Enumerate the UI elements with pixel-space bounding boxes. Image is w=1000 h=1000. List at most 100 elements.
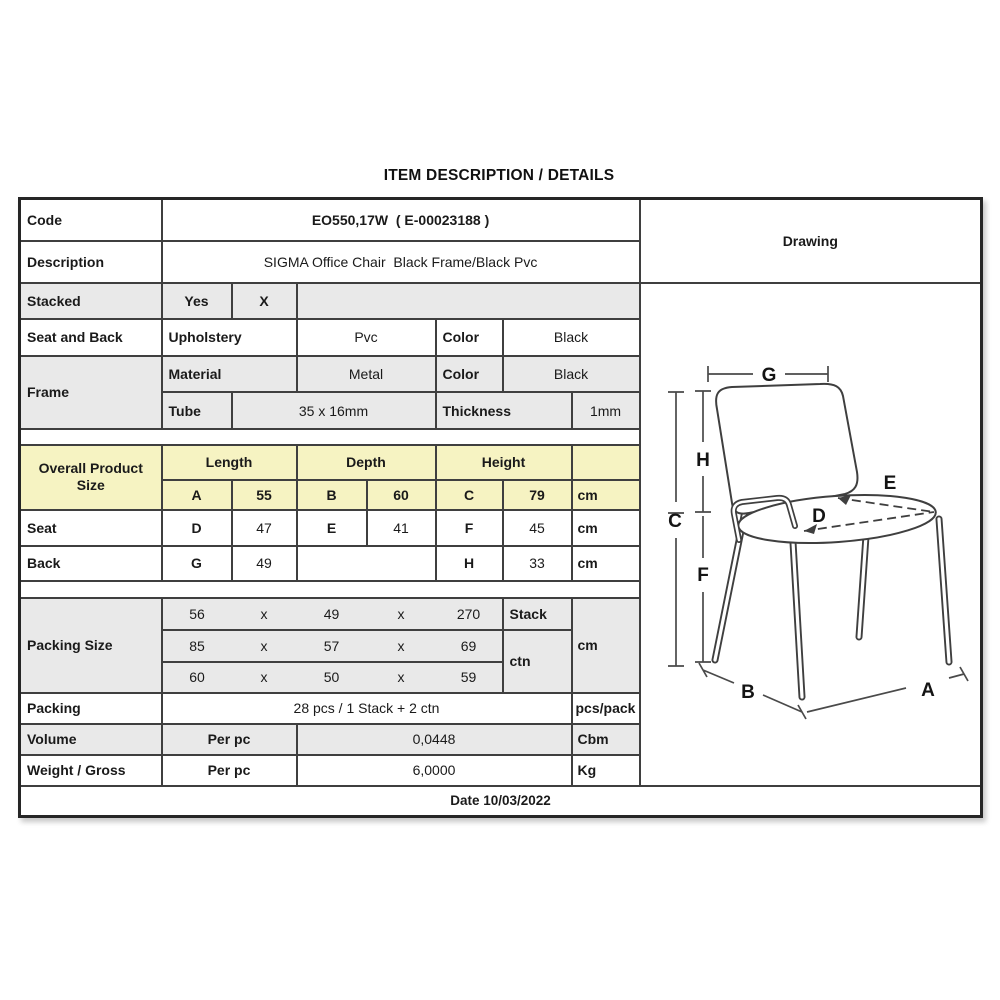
dim-g-value: 49 bbox=[230, 544, 298, 582]
length-header: Length bbox=[160, 444, 298, 481]
dim-label-f: F bbox=[697, 565, 709, 586]
dim-c-letter: C bbox=[434, 478, 504, 511]
dim-label-d: D bbox=[812, 506, 826, 527]
dimension-dashed-lines bbox=[803, 494, 934, 534]
seat-label: Seat bbox=[18, 508, 163, 547]
frame-color-value: Black bbox=[501, 354, 641, 393]
pack1-x1: x bbox=[231, 596, 297, 631]
dim-b-letter: B bbox=[295, 478, 368, 511]
material-label: Material bbox=[160, 354, 298, 393]
overall-size-values-row: A 55 B 60 C 79 cm bbox=[20, 478, 982, 511]
dim-e-value: 41 bbox=[365, 508, 437, 547]
dim-f-value: 45 bbox=[501, 508, 573, 547]
dimension-lines bbox=[667, 365, 969, 719]
back-empty bbox=[295, 544, 437, 582]
pack1-dim3: 270 bbox=[435, 596, 504, 631]
spacer-row bbox=[18, 428, 982, 446]
dim-a-value: 55 bbox=[230, 478, 298, 511]
pack1-dim1: 56 bbox=[160, 596, 232, 631]
pack1-dim2: 49 bbox=[296, 596, 367, 631]
seat-and-back-row: Seat and Back Upholstery Pvc Color Black bbox=[18, 317, 982, 357]
weight-value: 6,0000 bbox=[295, 753, 573, 787]
back-label: Back bbox=[18, 544, 163, 582]
stack-label: Stack bbox=[501, 596, 573, 631]
tube-label: Tube bbox=[160, 391, 233, 430]
seat-back-color-value: Black bbox=[501, 317, 641, 357]
back-row: Back G 49 H 33 cm bbox=[18, 544, 982, 582]
upholstery-label: Upholstery bbox=[160, 317, 298, 357]
frame-tube-row: Tube 35 x 16mm Thickness 1mm bbox=[20, 391, 982, 430]
chair-drawing-cell: G H C F D E B A bbox=[638, 281, 983, 787]
dim-label-c: C bbox=[668, 511, 682, 532]
back-unit: cm bbox=[570, 544, 641, 582]
code-row: Code EO550,17W ( E-00023188 ) Drawing bbox=[18, 197, 983, 284]
weight-row: Weight / Gross Per pc 6,0000 Kg bbox=[18, 753, 982, 787]
drawing-header: Drawing bbox=[638, 197, 983, 284]
dim-label-a: A bbox=[921, 680, 935, 701]
seat-unit: cm bbox=[570, 508, 641, 547]
upholstery-value: Pvc bbox=[295, 317, 437, 357]
stacked-mark: X bbox=[230, 281, 298, 320]
overall-size-label: Overall Product Size bbox=[18, 444, 163, 511]
packing-size-label: Packing Size bbox=[18, 596, 163, 694]
dim-f-letter: F bbox=[434, 508, 504, 547]
stacked-row: Stacked Yes X bbox=[18, 281, 983, 787]
dim-d-letter: D bbox=[160, 508, 233, 547]
pack1-x2: x bbox=[366, 596, 436, 631]
packing-size-row-3: 60 x 50 x 59 bbox=[20, 660, 982, 694]
dim-b-value: 60 bbox=[365, 478, 437, 511]
overall-unit-empty bbox=[570, 444, 641, 481]
chair-drawing: G H C F D E B A bbox=[667, 365, 969, 719]
pack3-x2: x bbox=[366, 660, 436, 694]
weight-label: Weight / Gross bbox=[18, 753, 163, 787]
item-description-table: Code EO550,17W ( E-00023188 ) Drawing De… bbox=[18, 197, 984, 818]
stacked-yes: Yes bbox=[160, 281, 233, 320]
spacer bbox=[18, 579, 641, 599]
pack2-dim3: 69 bbox=[435, 629, 504, 663]
dim-label-h: H bbox=[696, 450, 710, 471]
volume-row: Volume Per pc 0,0448 Cbm bbox=[18, 722, 982, 756]
dim-c-value: 79 bbox=[501, 478, 573, 511]
weight-per-pc: Per pc bbox=[160, 753, 298, 787]
pack2-x2: x bbox=[366, 629, 436, 663]
spacer-row bbox=[18, 579, 982, 599]
material-value: Metal bbox=[295, 354, 437, 393]
thickness-label: Thickness bbox=[434, 391, 573, 430]
date-value: Date 10/03/2022 bbox=[18, 784, 983, 818]
pack3-dim1: 60 bbox=[160, 660, 232, 694]
packing-size-row-1: Packing Size 56 x 49 x 270 Stack cm bbox=[18, 596, 982, 694]
overall-size-header-row: Overall Product Size Length Depth Height bbox=[18, 444, 982, 511]
packing-size-unit: cm bbox=[570, 596, 641, 694]
frame-color-label: Color bbox=[434, 354, 504, 393]
dim-label-g: G bbox=[761, 365, 776, 386]
chair-legs bbox=[711, 507, 953, 700]
dim-e-letter: E bbox=[295, 508, 368, 547]
volume-per-pc: Per pc bbox=[160, 722, 298, 756]
stacked-label: Stacked bbox=[18, 281, 163, 320]
volume-value: 0,0448 bbox=[295, 722, 573, 756]
description-value: SIGMA Office Chair Black Frame/Black Pvc bbox=[160, 239, 641, 284]
frame-label: Frame bbox=[18, 354, 163, 430]
pack2-dim1: 85 bbox=[160, 629, 232, 663]
seat-back-color-label: Color bbox=[434, 317, 504, 357]
thickness-value: 1mm bbox=[570, 391, 641, 430]
height-header: Height bbox=[434, 444, 573, 481]
seat-back-label: Seat and Back bbox=[18, 317, 163, 357]
frame-material-row: Frame Material Metal Color Black bbox=[18, 354, 982, 430]
pack2-dim2: 57 bbox=[296, 629, 367, 663]
packing-value: 28 pcs / 1 Stack + 2 ctn bbox=[160, 691, 573, 725]
stacked-empty bbox=[295, 281, 641, 320]
code-label: Code bbox=[18, 197, 163, 242]
description-label: Description bbox=[18, 239, 163, 284]
code-value: EO550,17W ( E-00023188 ) bbox=[160, 197, 641, 242]
packing-label: Packing bbox=[18, 691, 163, 725]
pack3-dim3: 59 bbox=[435, 660, 504, 694]
pack3-dim2: 50 bbox=[296, 660, 367, 694]
depth-header: Depth bbox=[295, 444, 437, 481]
date-row: Date 10/03/2022 bbox=[18, 784, 983, 818]
seat-row: Seat D 47 E 41 F 45 cm bbox=[18, 508, 982, 547]
chair-frame-tube bbox=[730, 494, 798, 543]
dim-label-e: E bbox=[883, 473, 896, 494]
volume-unit: Cbm bbox=[570, 722, 641, 756]
